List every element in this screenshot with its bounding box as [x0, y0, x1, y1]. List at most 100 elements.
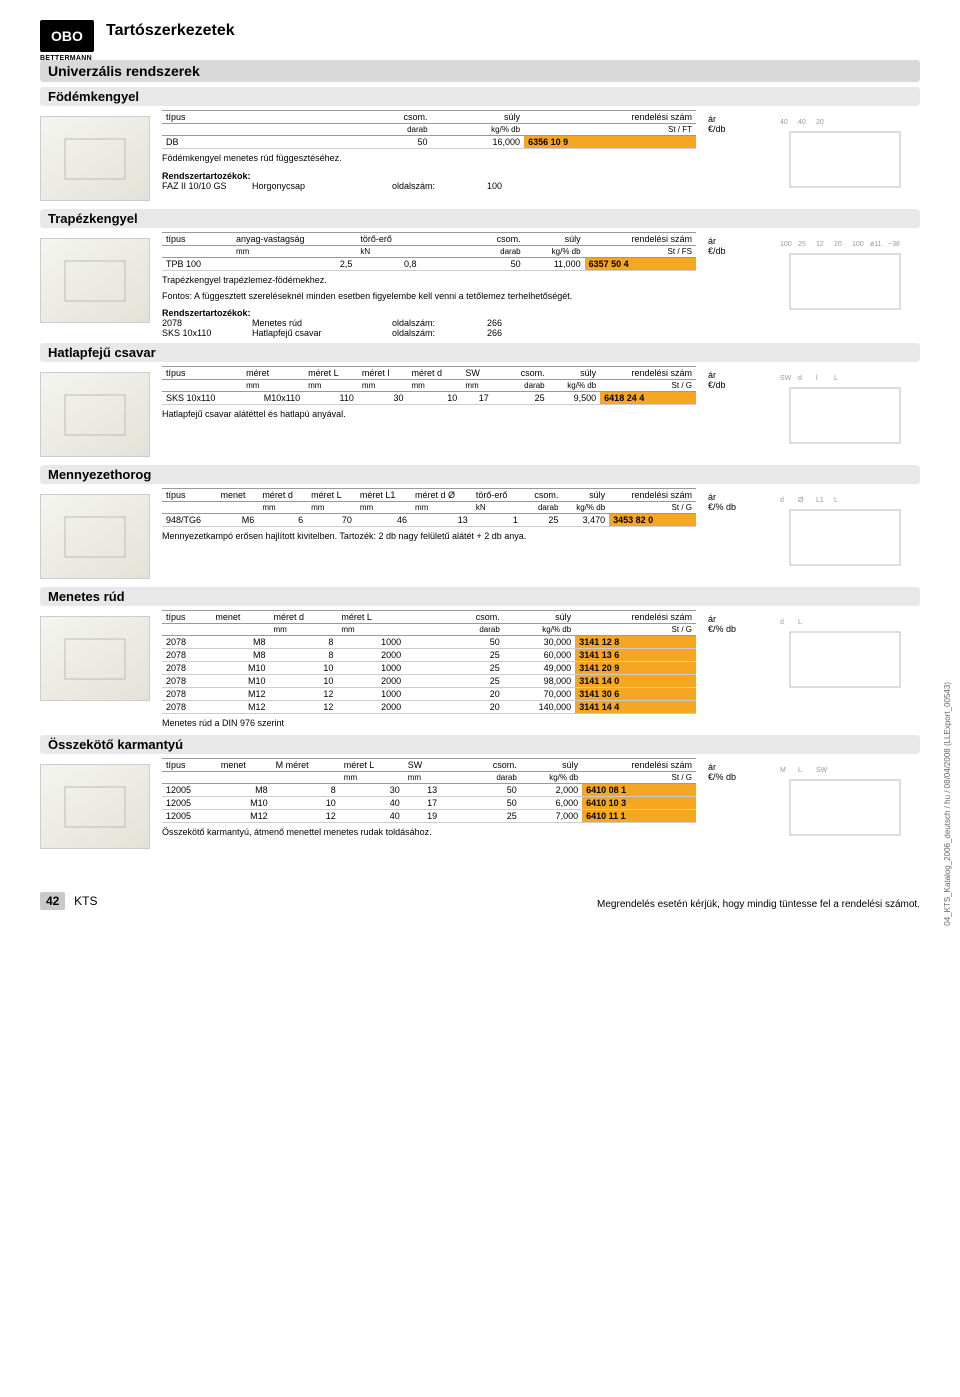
- product-thumbnail: [40, 372, 150, 457]
- product-thumbnail: [40, 238, 150, 323]
- accessory-row: SKS 10x110Hatlapfejű csavaroldalszám:266: [162, 328, 696, 338]
- product-thumbnail: [40, 616, 150, 701]
- cell: M10: [211, 662, 269, 675]
- cell: [271, 136, 291, 149]
- cell: [433, 675, 447, 688]
- main-bar: Univerzális rendszerek: [40, 60, 920, 82]
- svg-text:100: 100: [852, 241, 864, 248]
- order-number: 3141 12 8: [575, 636, 696, 649]
- cell: 9,500: [549, 392, 601, 405]
- accessories: Rendszertartozékok: 2078Menetes rúdoldal…: [162, 308, 696, 338]
- cell: 25: [447, 675, 503, 688]
- cell: 7,000: [521, 810, 582, 823]
- product-thumbnail: [40, 494, 150, 579]
- cell: 50: [351, 136, 431, 149]
- cell: [433, 662, 447, 675]
- type-cell: 2078: [162, 662, 211, 675]
- data-table: típusmenetméret dméret Lméret L1méret d …: [162, 488, 696, 527]
- note-text: Hatlapfejű csavar alátéttel és hatlapú a…: [162, 409, 696, 421]
- svg-text:d: d: [780, 619, 784, 626]
- cell: [460, 258, 473, 271]
- cell: M10: [217, 797, 272, 810]
- cell: M10x110: [242, 392, 304, 405]
- svg-text:d: d: [798, 375, 802, 382]
- cell: 13: [404, 784, 441, 797]
- type-cell: 2078: [162, 675, 211, 688]
- cell: 19: [404, 810, 441, 823]
- cell: 0,8: [356, 258, 420, 271]
- cell: [454, 810, 467, 823]
- type-cell: 2078: [162, 636, 211, 649]
- cell: 49,000: [504, 662, 575, 675]
- cell: [251, 136, 271, 149]
- order-number: 6418 24 4: [600, 392, 696, 405]
- section-title: Trapézkengyel: [40, 209, 920, 228]
- cell: 8: [270, 649, 338, 662]
- svg-text:~38: ~38: [888, 241, 900, 248]
- cell: [419, 636, 433, 649]
- cell: [405, 636, 419, 649]
- order-number: 6356 10 9: [524, 136, 696, 149]
- cell: [441, 810, 454, 823]
- cell: [419, 675, 433, 688]
- cell: 16,000: [432, 136, 525, 149]
- cell: 8: [270, 636, 338, 649]
- data-table: típusanyag-vastagságtörő-erőcsom.súlyren…: [162, 232, 696, 271]
- svg-text:L1: L1: [816, 497, 824, 504]
- product-thumbnail: [40, 764, 150, 849]
- svg-text:20: 20: [834, 241, 842, 248]
- cell: [433, 688, 447, 701]
- export-code: 04_KTS_Katalog_2006_deutsch / hu / 08/04…: [943, 682, 952, 926]
- price-column: ár €/% db: [708, 758, 758, 852]
- cell: M12: [211, 701, 269, 714]
- type-cell: 12005: [162, 784, 217, 797]
- page-number: 42: [40, 892, 65, 910]
- note-text: Trapézkengyel trapézlemez-födémekhez.: [162, 275, 696, 287]
- cell: 6,000: [521, 797, 582, 810]
- accessories: Rendszertartozékok: FAZ II 10/10 GSHorgo…: [162, 171, 696, 191]
- svg-text:M: M: [780, 767, 786, 774]
- cell: 2000: [337, 701, 405, 714]
- cell: 140,000: [504, 701, 575, 714]
- cell: M12: [211, 688, 269, 701]
- logo-text: OBO: [51, 28, 83, 44]
- section-body: típusmenetM méretméret LSWcsom.súlyrende…: [40, 758, 920, 852]
- order-number: 3141 13 6: [575, 649, 696, 662]
- logo-sub: BETTERMANN: [40, 55, 92, 62]
- svg-text:40: 40: [798, 119, 806, 126]
- type-cell: TPB 100: [162, 258, 232, 271]
- cell: 40: [340, 810, 404, 823]
- price-column: ár €/db: [708, 366, 758, 460]
- note-text: Összekötő karmantyú, átmenő menettel men…: [162, 827, 696, 839]
- cell: 2,000: [521, 784, 582, 797]
- section-body: típuscsom.súlyrendelési számdarabkg/% db…: [40, 110, 920, 204]
- section-title: Menetes rúd: [40, 587, 920, 606]
- price-column: ár €/db: [708, 232, 758, 338]
- cell: 98,000: [504, 675, 575, 688]
- cell: M10: [211, 675, 269, 688]
- cell: 50: [468, 797, 521, 810]
- cell: [433, 701, 447, 714]
- type-cell: 12005: [162, 797, 217, 810]
- note-text: Födémkengyel menetes rúd függesztéséhez.: [162, 153, 696, 165]
- data-table: típusméretméret Lméret lméret dSWcsom.sú…: [162, 366, 696, 405]
- cell: 25: [447, 649, 503, 662]
- cell: 46: [356, 514, 411, 527]
- header: OBO BETTERMANN Tartószerkezetek: [40, 20, 920, 52]
- product-thumbnail: [40, 116, 150, 201]
- footer-note: Megrendelés esetén kérjük, hogy mindig t…: [597, 899, 920, 910]
- section-title: Hatlapfejű csavar: [40, 343, 920, 362]
- svg-text:40: 40: [780, 119, 788, 126]
- data-table: típuscsom.súlyrendelési számdarabkg/% db…: [162, 110, 696, 149]
- svg-text:ø11: ø11: [870, 241, 882, 248]
- cell: [454, 784, 467, 797]
- cell: 12: [270, 688, 338, 701]
- price-column: ár €/% db: [708, 488, 758, 582]
- order-number: 3453 82 0: [609, 514, 696, 527]
- type-cell: SKS 10x110: [162, 392, 242, 405]
- section-title: Födémkengyel: [40, 87, 920, 106]
- note-text: Fontos: A függesztett szereléseknél mind…: [162, 291, 696, 303]
- price-column: ár €/db: [708, 110, 758, 204]
- cell: 12: [270, 701, 338, 714]
- data-table: típusmenetméret dméret Lcsom.súlyrendelé…: [162, 610, 696, 714]
